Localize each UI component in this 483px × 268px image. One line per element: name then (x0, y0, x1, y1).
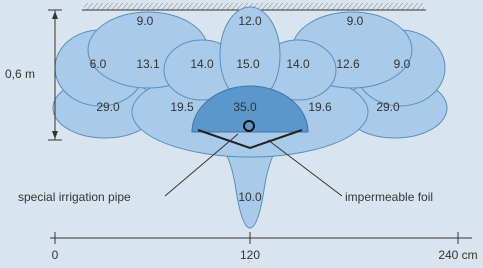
zone-label: 29.0 (96, 100, 120, 114)
zone-label: 9.0 (394, 57, 411, 71)
zone-label: 12.6 (336, 57, 360, 71)
zone-label: 29.0 (376, 100, 400, 114)
zone-label: 6.0 (90, 57, 107, 71)
callout: special irrigation pipe (18, 190, 131, 204)
zone-label: 9.0 (137, 14, 154, 28)
zone-label: 12.0 (238, 14, 262, 28)
zone-label: 19.5 (170, 100, 194, 114)
zone-label: 14.0 (286, 57, 310, 71)
zone-label: 19.6 (308, 100, 332, 114)
zone-label: 13.1 (136, 57, 160, 71)
callout: impermeable foil (345, 190, 433, 204)
zone-label: 14.0 (190, 57, 214, 71)
axis-label: 0 (52, 248, 59, 262)
zone-label: 35.0 (233, 100, 257, 114)
zone-label: 9.0 (347, 14, 364, 28)
zone-label: 10.0 (238, 190, 262, 204)
zone-label: 15.0 (236, 57, 260, 71)
axis-label: 120 (240, 248, 260, 262)
axis-label: 240 cm (438, 248, 477, 262)
diagram: 0,6 m 9.0 12.0 9.0 6.0 13.1 14.0 15.0 14.0 12.6 9… (0, 0, 483, 268)
depth-label: 0,6 m (5, 67, 35, 81)
